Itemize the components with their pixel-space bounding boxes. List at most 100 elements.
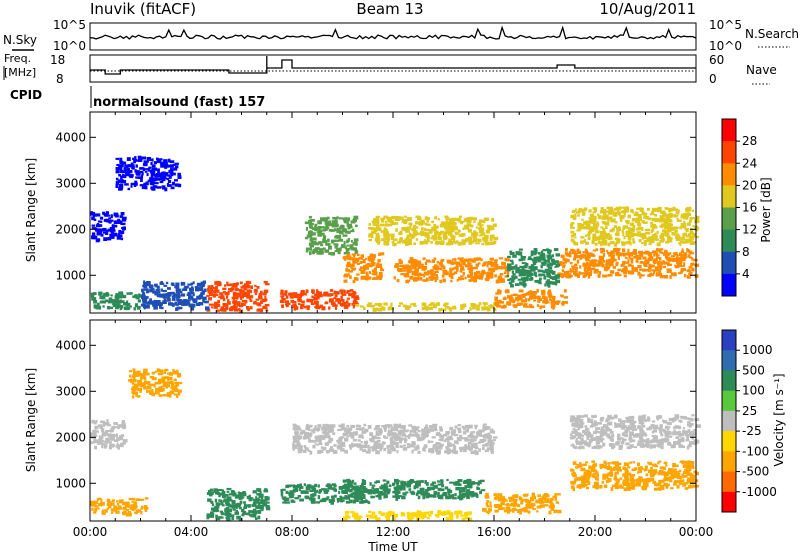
echo-cell	[310, 247, 312, 251]
echo-cell	[630, 271, 634, 274]
echo-cell	[521, 301, 526, 303]
echo-cell	[616, 207, 619, 210]
echo-cell	[304, 496, 308, 499]
echo-cell	[355, 258, 360, 262]
echo-cell	[512, 270, 514, 273]
echo-cell	[526, 266, 528, 268]
echo-cell	[554, 248, 559, 251]
echo-cell	[126, 513, 131, 517]
echo-cell	[460, 258, 463, 261]
echo-cell	[419, 277, 422, 281]
echo-cell	[353, 305, 355, 309]
echo-cell	[565, 248, 568, 251]
echo-cell	[663, 219, 666, 222]
echo-cell	[517, 298, 519, 302]
echo-cell	[606, 480, 609, 483]
echo-cell	[654, 488, 658, 491]
echo-cell	[138, 295, 141, 298]
echo-cell	[295, 435, 300, 438]
echo-cell	[514, 494, 519, 496]
echo-cell	[528, 256, 531, 259]
echo-cell	[344, 274, 349, 276]
echo-cell	[366, 441, 368, 445]
echo-cell	[369, 438, 372, 441]
echo-cell	[516, 267, 520, 271]
echo-cell	[511, 275, 514, 278]
echo-cell	[330, 446, 333, 448]
echo-cell	[371, 231, 376, 234]
echo-cell	[647, 232, 651, 234]
echo-cell	[611, 468, 615, 471]
echo-cell	[112, 434, 115, 436]
echo-cell	[551, 508, 555, 510]
echo-cell	[625, 478, 627, 481]
echo-cell	[434, 491, 438, 495]
echo-cell	[353, 496, 358, 499]
echo-cell	[128, 188, 131, 190]
echo-cell	[316, 501, 320, 503]
echo-cell	[280, 290, 283, 294]
echo-cell	[669, 480, 672, 482]
echo-cell	[431, 302, 434, 305]
echo-cell	[507, 272, 510, 275]
echo-cell	[343, 234, 348, 236]
echo-cell	[608, 465, 610, 467]
echo-cell	[134, 307, 136, 311]
echo-cell	[452, 218, 456, 221]
echo-cell	[622, 482, 625, 484]
echo-cell	[306, 299, 310, 303]
echo-cell	[336, 229, 341, 233]
echo-cell	[495, 259, 498, 261]
echo-cell	[105, 430, 110, 432]
echo-cell	[646, 229, 650, 232]
echo-cell	[395, 482, 399, 484]
echo-cell	[555, 276, 559, 278]
echo-cell	[471, 259, 476, 262]
echo-cell	[610, 229, 614, 232]
echo-cell	[421, 488, 425, 492]
echo-cell	[607, 210, 612, 212]
echo-cell	[607, 462, 611, 464]
echo-cell	[312, 488, 317, 491]
echo-cell	[426, 224, 430, 226]
echo-cell	[483, 220, 485, 223]
echo-cell	[337, 446, 340, 449]
echo-cell	[682, 483, 686, 487]
echo-cell	[294, 294, 299, 298]
echo-cell	[359, 501, 363, 504]
echo-cell	[205, 306, 210, 310]
echo-cell	[504, 263, 506, 266]
echo-cell	[629, 462, 632, 464]
echo-cell	[383, 435, 386, 438]
echo-cell	[285, 303, 289, 305]
echo-cell	[177, 173, 181, 177]
colorbar-tick-label: 12	[742, 223, 757, 237]
echo-cell	[407, 239, 412, 242]
echo-cell	[172, 305, 175, 307]
echo-cell	[327, 496, 330, 498]
echo-cell	[149, 285, 154, 289]
echo-cell	[413, 243, 416, 246]
echo-cell	[669, 270, 672, 273]
echo-cell	[440, 488, 445, 491]
echo-cell	[481, 272, 484, 275]
echo-cell	[105, 300, 108, 303]
nsky-tick-top: 10^5	[53, 18, 86, 32]
echo-cell	[301, 490, 305, 494]
echo-cell	[152, 301, 155, 305]
echo-cell	[155, 284, 158, 287]
echo-cell	[123, 175, 127, 177]
echo-cell	[572, 268, 577, 271]
echo-cell	[617, 248, 620, 250]
echo-cell	[588, 275, 590, 279]
echo-cell	[574, 255, 578, 258]
echo-cell	[670, 487, 674, 489]
echo-cell	[536, 296, 541, 299]
echo-cell	[115, 296, 120, 299]
echo-cell	[258, 489, 262, 493]
echo-cell	[106, 292, 109, 294]
echo-cell	[458, 424, 462, 426]
echo-cell	[494, 510, 498, 513]
echo-cell	[207, 492, 209, 495]
echo-cell	[488, 305, 492, 308]
